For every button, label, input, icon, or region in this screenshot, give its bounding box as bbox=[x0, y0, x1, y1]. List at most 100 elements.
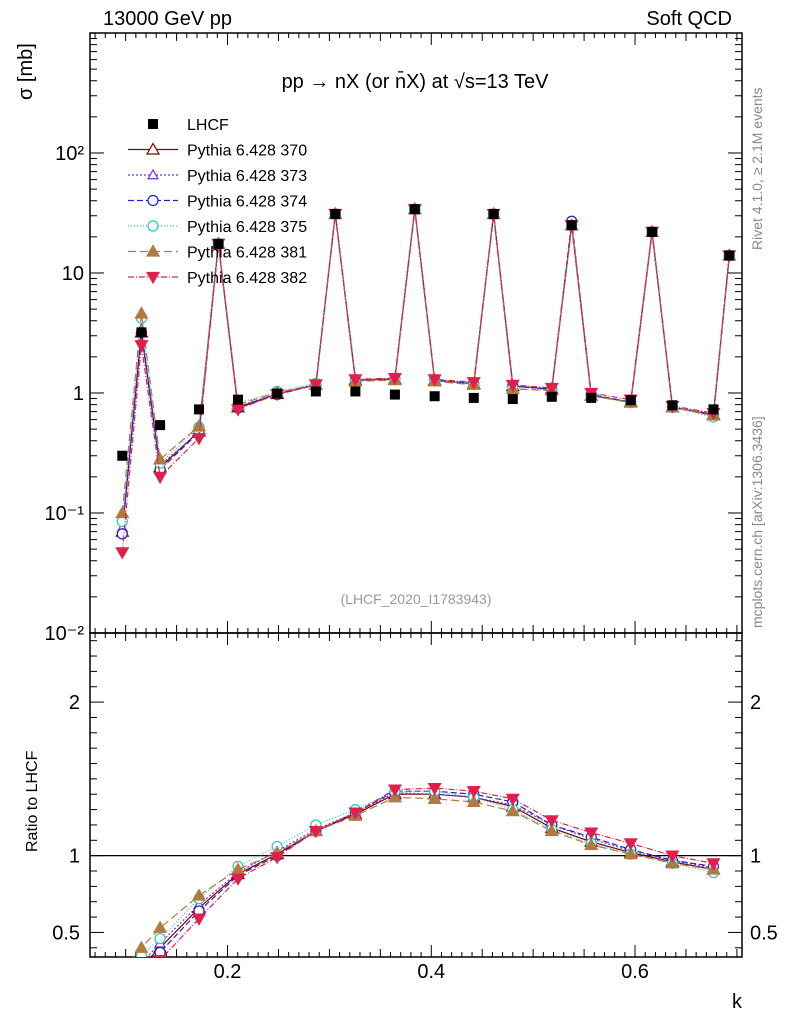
series-point bbox=[387, 373, 402, 386]
data-point bbox=[213, 238, 224, 249]
ratio-line bbox=[152, 790, 714, 957]
data-point bbox=[429, 391, 440, 402]
series-point bbox=[466, 377, 481, 390]
series-line bbox=[121, 209, 730, 553]
mcplots-reference-label: mcplots.cern.ch [arXiv:1306.3436] bbox=[749, 416, 765, 628]
data-point bbox=[330, 209, 341, 220]
data-point bbox=[546, 391, 557, 402]
series-point bbox=[466, 794, 481, 808]
series-point bbox=[115, 547, 130, 560]
data-point bbox=[468, 392, 479, 403]
series-point bbox=[153, 471, 168, 485]
data-point bbox=[667, 400, 678, 411]
series-point bbox=[116, 528, 128, 540]
series-point bbox=[153, 920, 168, 933]
data-point bbox=[586, 392, 597, 403]
legend-entry-data: LHCF bbox=[148, 117, 229, 134]
series-point bbox=[145, 244, 161, 257]
data-point bbox=[566, 220, 577, 231]
analysis-watermark: (LHCF_2020_I1783943) bbox=[341, 591, 492, 607]
series-point bbox=[147, 194, 159, 207]
ratio-series-5 bbox=[153, 782, 721, 957]
data-point bbox=[507, 394, 518, 405]
series-point bbox=[584, 827, 599, 840]
series-point bbox=[270, 852, 285, 865]
ratio-line bbox=[139, 790, 714, 957]
y-axis-label: σ [mb] bbox=[15, 43, 37, 100]
x-tick-label: 0.6 bbox=[621, 961, 649, 983]
series-point bbox=[191, 418, 207, 432]
legend-label: Pythia 6.428 370 bbox=[187, 143, 307, 160]
rivet-version-label: Rivet 4.1.0, ≥ 2.1M events bbox=[749, 87, 765, 250]
data-point bbox=[389, 389, 400, 400]
legend-entry-series: Pythia 6.428 381 bbox=[128, 244, 307, 262]
data-point bbox=[724, 250, 735, 261]
series-point bbox=[505, 379, 520, 393]
series-point bbox=[348, 807, 363, 820]
ratio-tick-label: 0.5 bbox=[52, 922, 80, 944]
ratio-frame-border bbox=[89, 632, 743, 958]
data-point bbox=[155, 420, 166, 431]
legend-label: Pythia 6.428 381 bbox=[187, 245, 307, 262]
series-point bbox=[134, 940, 149, 953]
series-point bbox=[308, 379, 323, 392]
ratio-series-4 bbox=[132, 790, 721, 957]
y-tick-label: 10² bbox=[55, 143, 84, 165]
series-point bbox=[153, 954, 168, 957]
data-point bbox=[310, 386, 321, 397]
ratio-plot-area: 0.2 0.4 0.6 0.5 0.5 1 1 2 2 bbox=[52, 632, 778, 983]
legend-label: LHCF bbox=[187, 117, 229, 134]
series-point bbox=[154, 932, 166, 945]
series-point bbox=[623, 846, 638, 860]
series-point bbox=[230, 404, 246, 417]
legend-label: Pythia 6.428 382 bbox=[187, 270, 307, 287]
series-point bbox=[146, 168, 160, 180]
series-point bbox=[427, 791, 442, 804]
x-axis-label: k bbox=[732, 991, 743, 1013]
series-point bbox=[134, 340, 149, 353]
series-point bbox=[230, 873, 246, 886]
legend-label: Pythia 6.428 373 bbox=[187, 168, 307, 185]
series-point bbox=[427, 782, 442, 796]
series-point bbox=[134, 306, 149, 319]
series-point bbox=[348, 374, 363, 387]
ratio-tick-label: 1 bbox=[69, 846, 80, 868]
y-tick-label: 10⁻² bbox=[45, 623, 85, 645]
series-point bbox=[191, 888, 207, 901]
ratio-tick-label-right: 2 bbox=[750, 692, 761, 714]
data-point bbox=[117, 450, 128, 461]
ratio-axis-label: Ratio to LHCF bbox=[24, 750, 41, 852]
data-point bbox=[350, 386, 361, 397]
legend-entry-series: Pythia 6.428 373 bbox=[128, 168, 307, 185]
legend-label: Pythia 6.428 375 bbox=[187, 219, 307, 236]
legend-entry-series: Pythia 6.428 370 bbox=[128, 142, 307, 160]
data-point bbox=[272, 388, 283, 399]
header-category: Soft QCD bbox=[646, 8, 732, 30]
legend-marker bbox=[148, 119, 158, 129]
series-point bbox=[466, 786, 481, 799]
series-point bbox=[427, 374, 442, 387]
data-point bbox=[625, 395, 636, 406]
legend: LHCF Pythia 6.428 370 Pythia 6.428 373 Pyth… bbox=[128, 117, 307, 287]
y-tick-label: 1 bbox=[73, 383, 84, 405]
series-point bbox=[147, 220, 159, 232]
data-point bbox=[647, 226, 658, 237]
series-point bbox=[191, 913, 207, 926]
x-tick-label: 0.2 bbox=[214, 961, 242, 983]
series-point bbox=[623, 838, 638, 851]
data-point bbox=[233, 394, 244, 405]
ratio-tick-label: 2 bbox=[69, 692, 80, 714]
legend-entry-series: Pythia 6.428 375 bbox=[128, 219, 307, 236]
legend-label: Pythia 6.428 374 bbox=[187, 194, 307, 211]
data-point bbox=[194, 404, 205, 415]
data-point bbox=[708, 404, 719, 415]
series-point bbox=[387, 784, 402, 797]
ratio-tick-label-right: 1 bbox=[750, 846, 761, 868]
series-point bbox=[191, 433, 207, 446]
series-point bbox=[665, 850, 680, 863]
data-point bbox=[488, 209, 499, 220]
header-energy: 13000 GeV pp bbox=[103, 8, 232, 30]
series-point bbox=[544, 382, 559, 396]
data-point bbox=[409, 204, 420, 215]
